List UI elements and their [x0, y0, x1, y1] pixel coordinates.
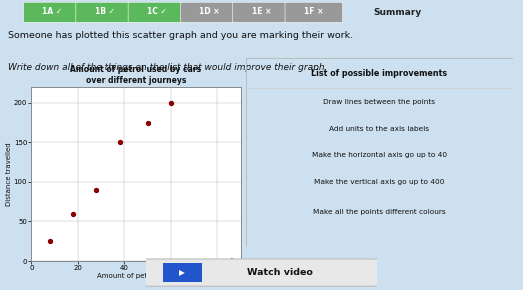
Text: Make the vertical axis go up to 400: Make the vertical axis go up to 400 — [314, 179, 445, 185]
Text: Watch video: Watch video — [247, 267, 313, 277]
Point — [116, 140, 124, 145]
FancyBboxPatch shape — [140, 259, 383, 286]
Text: Add units to the axis labels: Add units to the axis labels — [329, 126, 429, 132]
FancyBboxPatch shape — [285, 2, 343, 22]
Text: List of possible improvements: List of possible improvements — [311, 69, 447, 78]
Text: 1F ×: 1F × — [304, 7, 324, 16]
Text: 1C ✓: 1C ✓ — [147, 7, 167, 16]
FancyBboxPatch shape — [180, 2, 238, 22]
Text: 1D ×: 1D × — [199, 7, 220, 16]
Point — [46, 239, 54, 244]
Point — [143, 120, 152, 125]
X-axis label: Amount of petrol used: Amount of petrol used — [97, 273, 175, 279]
FancyBboxPatch shape — [128, 2, 186, 22]
Text: 1E ×: 1E × — [252, 7, 271, 16]
Title: Amount of petrol used by cars
over different journeys: Amount of petrol used by cars over diffe… — [71, 65, 201, 85]
FancyBboxPatch shape — [76, 2, 133, 22]
FancyBboxPatch shape — [233, 2, 290, 22]
Text: 1A ✓: 1A ✓ — [42, 7, 62, 16]
Text: Make the horizontal axis go up to 40: Make the horizontal axis go up to 40 — [312, 152, 447, 158]
Point — [69, 211, 77, 216]
Text: Someone has plotted this scatter graph and you are marking their work.: Someone has plotted this scatter graph a… — [8, 31, 353, 40]
FancyBboxPatch shape — [24, 2, 81, 22]
FancyBboxPatch shape — [163, 263, 202, 282]
Text: Make all the points different colours: Make all the points different colours — [313, 209, 446, 215]
Text: 1B ✓: 1B ✓ — [95, 7, 115, 16]
Y-axis label: Distance travelled: Distance travelled — [6, 142, 13, 206]
Point — [92, 188, 100, 192]
Text: Summary: Summary — [373, 8, 422, 17]
Point — [167, 101, 175, 105]
Text: Write down all of the things on the list that would improve their graph.: Write down all of the things on the list… — [8, 63, 327, 72]
Text: Draw lines between the points: Draw lines between the points — [323, 99, 435, 106]
Text: ▶: ▶ — [179, 267, 185, 277]
